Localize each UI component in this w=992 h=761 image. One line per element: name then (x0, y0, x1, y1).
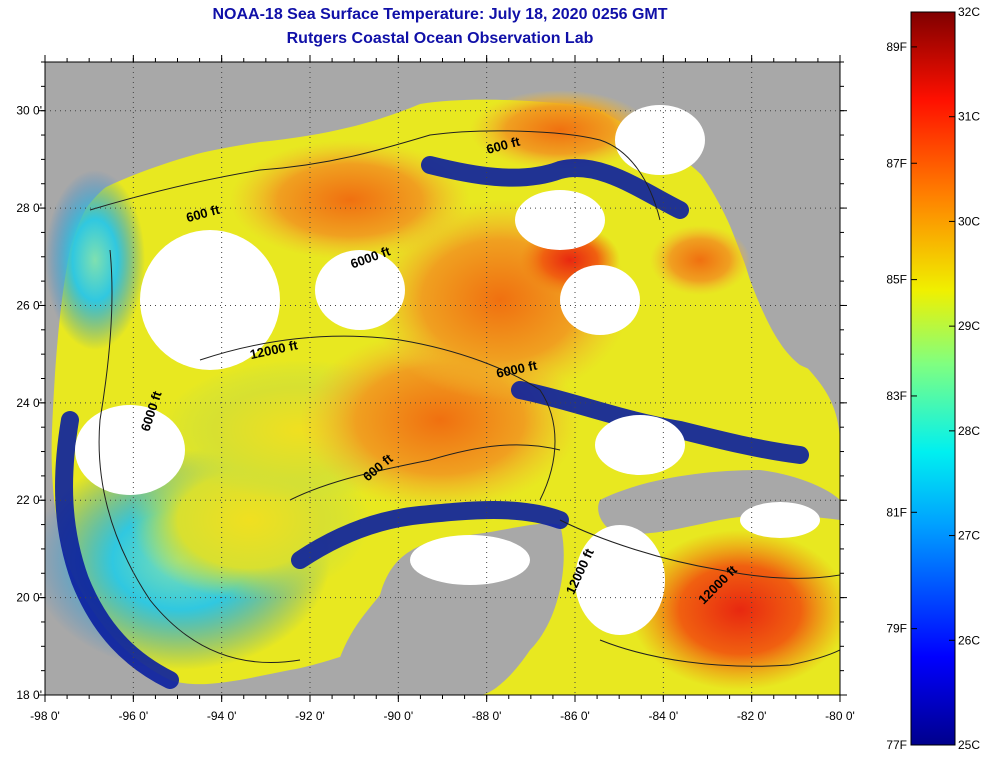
celsius-label: 29C (958, 319, 980, 333)
sst-hot-patch (630, 530, 840, 690)
fahrenheit-label: 85F (886, 273, 907, 287)
fahrenheit-label: 77F (886, 738, 907, 752)
bathymetry-contour (289, 444, 561, 501)
fahrenheit-label: 87F (886, 156, 907, 170)
sst-cold-band (511, 381, 809, 464)
map-grid (45, 62, 840, 695)
lat-tick-label: 24 0' (16, 396, 42, 410)
cloud-mask (595, 415, 685, 475)
cloud-mask (575, 525, 665, 635)
celsius-label: 27C (958, 529, 980, 543)
lon-tick-label: -80 0' (825, 709, 855, 723)
celsius-label: 26C (958, 633, 980, 647)
celsius-label: 31C (958, 110, 980, 124)
celsius-label: 28C (958, 424, 980, 438)
cloud-mask (315, 250, 405, 330)
lat-tick-label: 18 0' (16, 688, 42, 702)
lon-tick-label: -82 0' (737, 709, 767, 723)
cloud-mask (515, 190, 605, 250)
celsius-label: 32C (958, 5, 980, 19)
bathymetry-contour (98, 249, 301, 663)
bathymetry-contour (559, 519, 840, 579)
colorbar-gradient (910, 11, 956, 746)
map-axes: -98 0' -96 0' -94 0' -92 0' -90 0' -88 0' -86 … (16, 55, 855, 723)
lon-tick-label: -86 0' (560, 709, 590, 723)
lat-tick-label: 26 0' (16, 298, 42, 312)
cloud-mask (75, 405, 185, 495)
map-title: NOAA-18 Sea Surface Temperature: July 18… (212, 6, 668, 23)
bathymetry-contour (199, 335, 556, 501)
lon-tick-label: -96 0' (119, 709, 149, 723)
bathymetry-contour (599, 639, 840, 667)
fahrenheit-label: 79F (886, 622, 907, 636)
sst-cold-band (55, 411, 179, 689)
sst-cold-band (291, 501, 569, 569)
cloud-mask (615, 105, 705, 175)
sst-cold-band (421, 156, 689, 219)
colorbar-labels: 25C 26C 27C 28C 29C 30C 31C 32C 77F 79F 81F 83F 85F 8… (886, 5, 980, 752)
celsius-label: 25C (958, 738, 980, 752)
celsius-label: 30C (958, 214, 980, 228)
map-subtitle: Rutgers Coastal Ocean Observation Lab (286, 30, 594, 47)
cuba-island (598, 470, 840, 534)
lat-tick-label: 20 0' (16, 591, 42, 605)
lon-tick-label: -88 0' (472, 709, 502, 723)
florida-peninsula (690, 62, 840, 378)
sst-warm-patch (650, 225, 750, 295)
lon-tick-label: -84 0' (649, 709, 679, 723)
lat-tick-label: 28 0' (16, 201, 42, 215)
lon-tick-label: -94 0' (207, 709, 237, 723)
fahrenheit-label: 83F (886, 389, 907, 403)
fahrenheit-label: 81F (886, 505, 907, 519)
cloud-mask (740, 502, 820, 538)
cloud-mask (410, 535, 530, 585)
cloud-mask (140, 230, 280, 370)
lon-tick-label: -90 0' (384, 709, 414, 723)
fahrenheit-label: 89F (886, 40, 907, 54)
lat-tick-label: 22 0' (16, 493, 42, 507)
lon-tick-label: -92 0' (295, 709, 325, 723)
lat-tick-label: 30 0' (16, 104, 42, 118)
lon-tick-label: -98 0' (30, 709, 60, 723)
sst-warm-patch (470, 90, 650, 170)
cloud-mask (560, 265, 640, 335)
sst-warm-patch (230, 140, 470, 260)
bathymetry-contour (89, 130, 661, 221)
